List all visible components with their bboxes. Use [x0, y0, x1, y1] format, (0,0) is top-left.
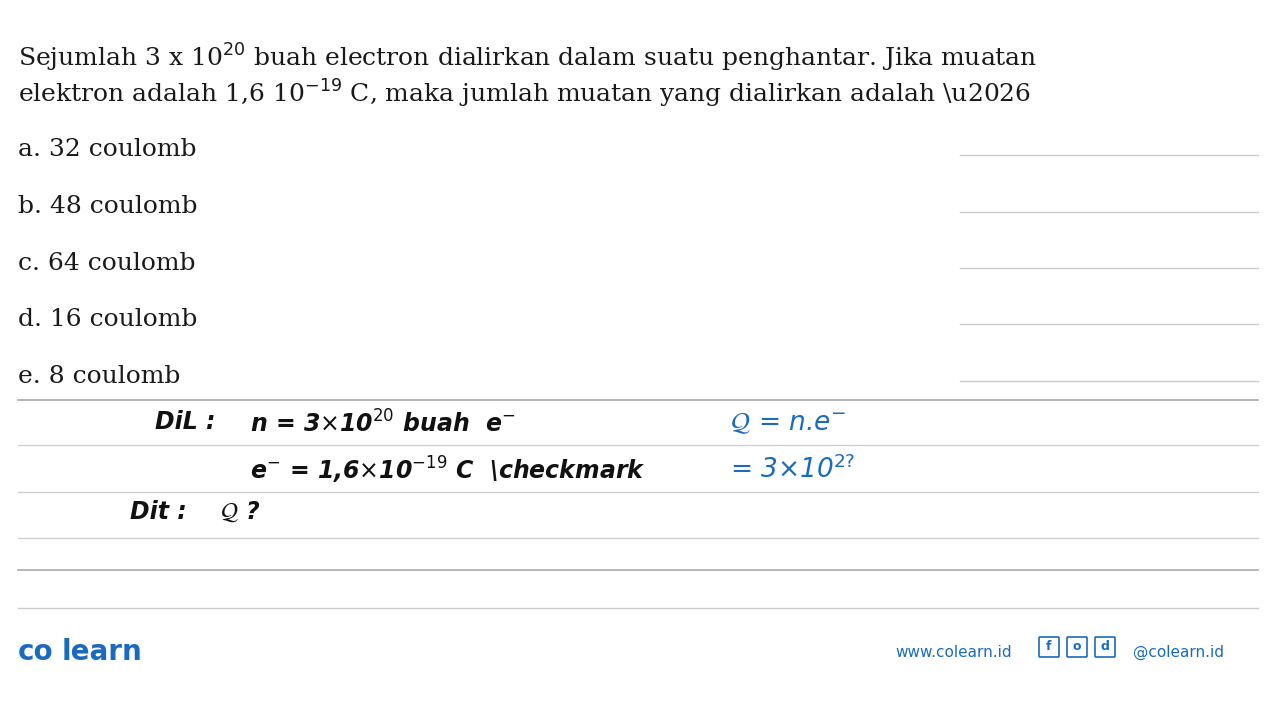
- Text: Dit :: Dit :: [131, 500, 187, 524]
- Text: o: o: [1073, 641, 1082, 654]
- FancyBboxPatch shape: [1068, 637, 1087, 657]
- Text: $\mathcal{Q}$ = n.e$^{-}$: $\mathcal{Q}$ = n.e$^{-}$: [730, 410, 846, 436]
- Text: DiL :: DiL :: [155, 410, 215, 434]
- Text: @colearn.id: @colearn.id: [1133, 645, 1224, 660]
- Text: n = 3$\times$10$^{20}$ buah  e$^{-}$: n = 3$\times$10$^{20}$ buah e$^{-}$: [250, 410, 516, 437]
- Text: c. 64 coulomb: c. 64 coulomb: [18, 252, 196, 275]
- Text: = 3$\times$10$^{2?}$: = 3$\times$10$^{2?}$: [730, 455, 855, 484]
- Text: f: f: [1046, 641, 1052, 654]
- Text: co: co: [18, 638, 54, 666]
- Text: d: d: [1101, 641, 1110, 654]
- FancyBboxPatch shape: [1094, 637, 1115, 657]
- Text: $\mathcal{Q}$ ?: $\mathcal{Q}$ ?: [220, 500, 261, 524]
- Text: b. 48 coulomb: b. 48 coulomb: [18, 195, 197, 218]
- Text: elektron adalah 1,6 10$^{-19}$ C, maka jumlah muatan yang dialirkan adalah \u202: elektron adalah 1,6 10$^{-19}$ C, maka j…: [18, 78, 1032, 110]
- FancyBboxPatch shape: [1039, 637, 1059, 657]
- Text: Sejumlah 3 x 10$^{20}$ buah electron dialirkan dalam suatu penghantar. Jika muat: Sejumlah 3 x 10$^{20}$ buah electron dia…: [18, 42, 1037, 74]
- Text: a. 32 coulomb: a. 32 coulomb: [18, 138, 197, 161]
- Text: www.colearn.id: www.colearn.id: [895, 645, 1011, 660]
- Text: e. 8 coulomb: e. 8 coulomb: [18, 365, 180, 388]
- Text: e$^{-}$ = 1,6$\times$10$^{-19}$ C  \checkmark: e$^{-}$ = 1,6$\times$10$^{-19}$ C \check…: [250, 455, 645, 486]
- Text: learn: learn: [61, 638, 143, 666]
- Text: d. 16 coulomb: d. 16 coulomb: [18, 308, 197, 331]
